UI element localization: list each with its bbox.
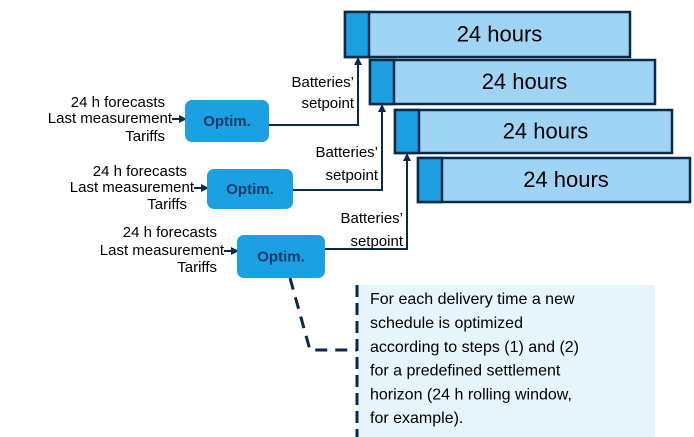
input-label: Tariffs: [147, 196, 187, 213]
note-line: For each delivery time a new: [370, 291, 575, 308]
setpoint-arrow: [325, 153, 411, 250]
input-label: Last measurement: [70, 179, 195, 196]
input-label: 24 h forecasts: [123, 224, 217, 241]
bar-rest: [368, 58, 657, 106]
optim-label: Optim.: [226, 181, 274, 198]
bar-start: [416, 156, 444, 204]
setpoint-label: setpoint: [325, 167, 378, 184]
bar-rest: [343, 10, 632, 59]
setpoint-label: Batteries’: [315, 144, 378, 161]
note-line: schedule is optimized: [370, 315, 523, 332]
bar-label: 24 hours: [482, 69, 568, 94]
setpoint-arrow: [269, 57, 362, 126]
setpoint-arrow: [293, 104, 386, 191]
setpoint-label: setpoint: [350, 233, 403, 250]
input-label: 24 h forecasts: [71, 94, 165, 111]
note-box: [357, 285, 655, 437]
optim-box: [237, 235, 325, 278]
optim-label: Optim.: [203, 113, 251, 130]
optim-box: [207, 169, 293, 209]
bar-start: [368, 58, 396, 106]
input-label: Last measurement: [100, 242, 225, 259]
bar-start: [343, 10, 371, 59]
note-connector: [288, 277, 357, 352]
note-line: for example).: [370, 410, 463, 427]
input-label: 24 h forecasts: [93, 163, 187, 180]
bar-start: [393, 108, 421, 155]
setpoint-label: Batteries’: [340, 210, 403, 227]
optim-label: Optim.: [257, 248, 305, 265]
bar-rest: [393, 108, 674, 155]
input-label: Tariffs: [177, 259, 217, 276]
optim-box: [185, 100, 269, 142]
note-line: horizon (24 h rolling window,: [370, 386, 572, 403]
setpoint-label: setpoint: [301, 95, 354, 112]
note-line: according to steps (1) and (2): [370, 339, 579, 356]
bar-label: 24 hours: [503, 118, 589, 143]
note-line: for a predefined settlement: [370, 363, 561, 380]
input-label: Tariffs: [125, 128, 165, 145]
bar-label: 24 hours: [457, 21, 543, 46]
bar-label: 24 hours: [523, 167, 609, 192]
setpoint-label: Batteries’: [291, 74, 354, 91]
input-label: Last measurement: [48, 110, 173, 127]
